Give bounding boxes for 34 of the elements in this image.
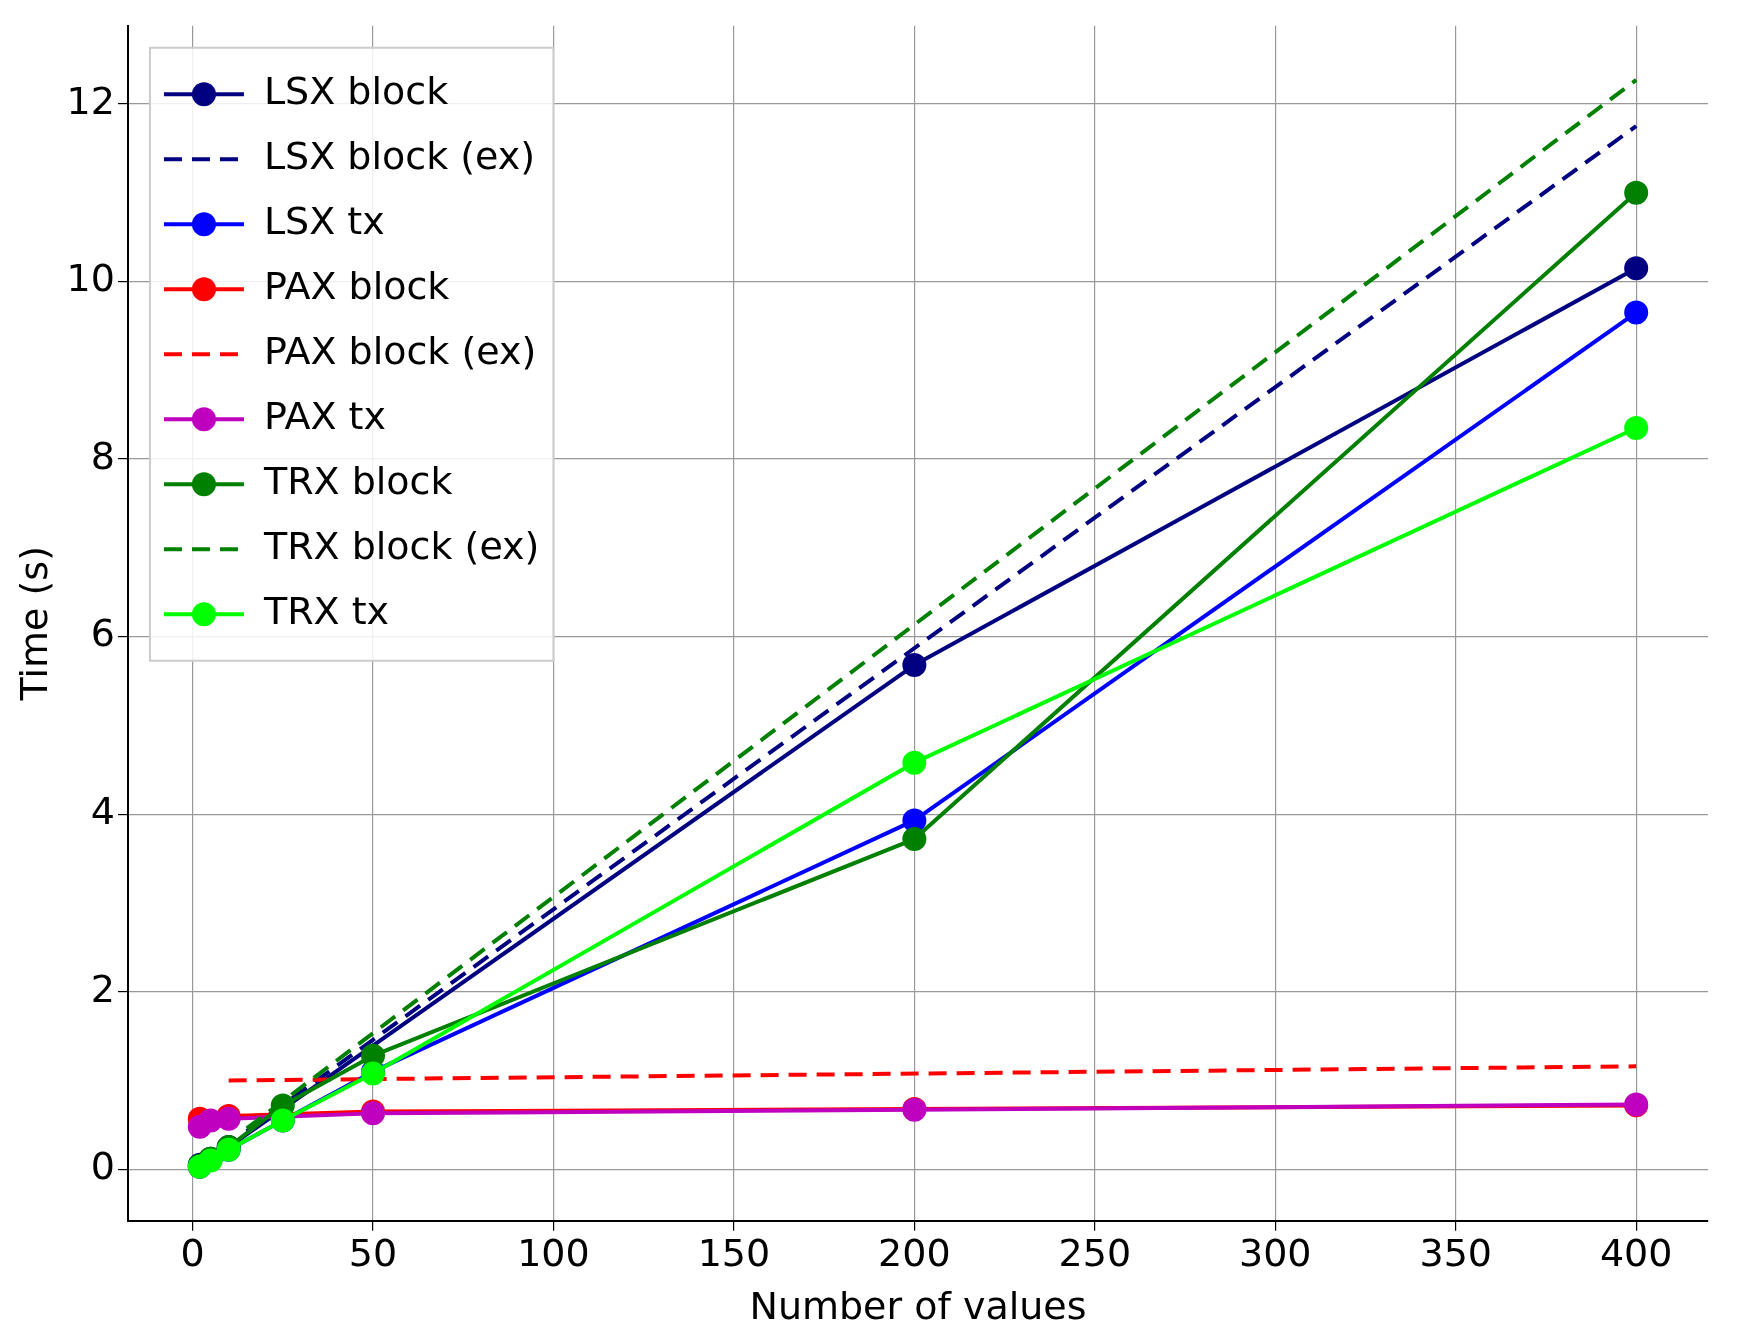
x-tick-label: 150 — [697, 1231, 771, 1276]
point — [902, 653, 927, 678]
x-tick-label: 0 — [180, 1231, 205, 1276]
point — [1624, 415, 1649, 440]
point — [1624, 256, 1649, 281]
legend-label: LSX tx — [263, 199, 385, 244]
point — [1624, 300, 1649, 325]
y-tick-label: 0 — [90, 1144, 115, 1189]
point — [902, 827, 927, 852]
legend-label: TRX tx — [262, 589, 390, 634]
y-tick-label: 4 — [90, 789, 115, 834]
y-tick-label: 2 — [90, 966, 115, 1011]
x-tick-label: 50 — [348, 1231, 398, 1276]
x-tick-label: 400 — [1599, 1231, 1673, 1276]
legend-label: PAX tx — [263, 394, 386, 439]
y-tick-label: 12 — [66, 78, 115, 123]
x-tick-label: 200 — [878, 1231, 951, 1276]
y-tick-label: 6 — [90, 611, 115, 656]
x-tick-label: 100 — [517, 1231, 590, 1276]
legend-label: LSX block (ex) — [263, 134, 536, 179]
legend-label: TRX block — [262, 459, 453, 504]
y-tick-label: 10 — [66, 256, 115, 301]
x-tick-label: 250 — [1058, 1231, 1132, 1276]
y-axis-title: Time (s) — [11, 546, 56, 702]
x-tick-label: 350 — [1419, 1231, 1492, 1276]
point — [902, 750, 927, 775]
x-axis-title: Number of values — [749, 1284, 1087, 1329]
legend-label: PAX block (ex) — [263, 329, 537, 374]
x-tick-label: 300 — [1239, 1231, 1312, 1276]
y-tick-label: 8 — [90, 433, 115, 478]
legend-label: PAX block — [263, 264, 450, 309]
legend-label: LSX block — [263, 69, 449, 114]
point — [1624, 180, 1649, 205]
legend-label: TRX block (ex) — [262, 524, 540, 569]
